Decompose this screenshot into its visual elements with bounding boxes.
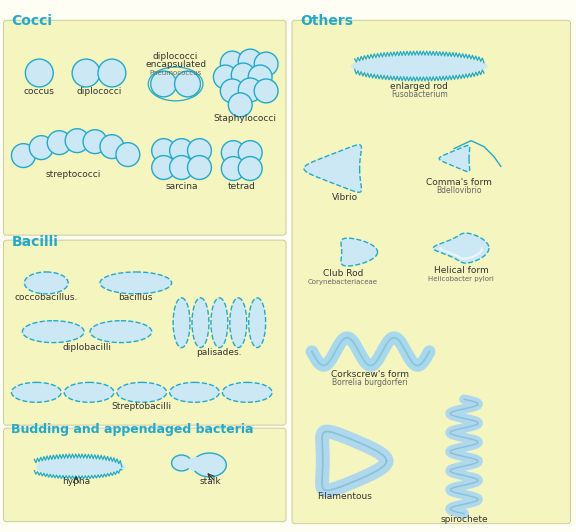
Circle shape	[221, 140, 245, 164]
FancyBboxPatch shape	[3, 428, 286, 522]
Ellipse shape	[12, 383, 61, 402]
Ellipse shape	[100, 272, 172, 294]
Circle shape	[188, 155, 211, 179]
Ellipse shape	[90, 321, 151, 343]
Text: Bdellovibrio: Bdellovibrio	[437, 186, 482, 195]
Text: Corynebacteriaceae: Corynebacteriaceae	[308, 279, 378, 285]
Circle shape	[151, 155, 176, 179]
Circle shape	[116, 143, 140, 167]
Text: Cocci: Cocci	[12, 14, 52, 28]
Ellipse shape	[24, 272, 68, 294]
Text: Corkscrew's form: Corkscrew's form	[331, 370, 408, 379]
Text: diplococci: diplococci	[153, 52, 198, 61]
Polygon shape	[304, 145, 361, 192]
Circle shape	[151, 139, 176, 163]
Text: tetrad: tetrad	[228, 182, 255, 192]
Text: Filamentous: Filamentous	[317, 492, 372, 501]
Circle shape	[188, 139, 211, 163]
Circle shape	[213, 65, 237, 89]
Polygon shape	[433, 233, 489, 263]
Text: palisades.: palisades.	[196, 347, 242, 356]
FancyBboxPatch shape	[292, 20, 570, 523]
Circle shape	[254, 79, 278, 103]
Circle shape	[151, 71, 177, 97]
Circle shape	[72, 59, 100, 87]
Text: Club Rod: Club Rod	[323, 269, 363, 278]
Text: sarcina: sarcina	[165, 182, 198, 192]
Ellipse shape	[172, 455, 191, 471]
Circle shape	[238, 140, 262, 164]
Circle shape	[12, 144, 35, 168]
Circle shape	[221, 156, 245, 180]
Circle shape	[100, 135, 124, 159]
Text: Comma's form: Comma's form	[426, 178, 492, 187]
FancyBboxPatch shape	[3, 20, 286, 235]
FancyBboxPatch shape	[3, 240, 286, 425]
Text: diplobacilli: diplobacilli	[63, 343, 112, 352]
Circle shape	[47, 131, 71, 155]
Ellipse shape	[22, 321, 84, 343]
Circle shape	[221, 79, 244, 103]
Ellipse shape	[64, 383, 114, 402]
Ellipse shape	[249, 298, 266, 347]
Circle shape	[83, 130, 107, 154]
Ellipse shape	[117, 383, 166, 402]
Text: encapsulated: encapsulated	[145, 60, 206, 69]
Text: Staphylococci: Staphylococci	[214, 114, 276, 123]
Text: Helical form: Helical form	[434, 266, 488, 275]
Text: stalk: stalk	[200, 477, 221, 486]
Ellipse shape	[169, 383, 219, 402]
Text: diplococci: diplococci	[76, 87, 122, 96]
Text: Borrelia burgdorferi: Borrelia burgdorferi	[332, 378, 407, 387]
Text: Helicobacter pylori: Helicobacter pylori	[428, 276, 494, 282]
Text: spirochete: spirochete	[440, 514, 488, 523]
Circle shape	[169, 139, 194, 163]
Text: enlarged rod: enlarged rod	[391, 82, 448, 91]
Circle shape	[29, 136, 53, 160]
Circle shape	[25, 59, 53, 87]
Polygon shape	[36, 458, 126, 476]
Text: Streptobacilli: Streptobacilli	[112, 402, 172, 411]
Ellipse shape	[192, 453, 226, 477]
Circle shape	[254, 52, 278, 76]
Circle shape	[238, 78, 262, 102]
Ellipse shape	[222, 383, 272, 402]
Text: Vibrio: Vibrio	[332, 193, 358, 202]
Text: coccobacillus.: coccobacillus.	[14, 293, 78, 302]
Text: Others: Others	[300, 14, 353, 28]
Circle shape	[238, 49, 262, 73]
Circle shape	[175, 71, 200, 97]
Polygon shape	[341, 238, 377, 266]
Text: Bacilli: Bacilli	[12, 235, 58, 249]
Circle shape	[248, 65, 272, 89]
Polygon shape	[439, 145, 469, 172]
Polygon shape	[352, 55, 487, 77]
Text: hypha: hypha	[62, 477, 90, 486]
Circle shape	[238, 156, 262, 180]
Circle shape	[169, 155, 194, 179]
Text: coccus: coccus	[24, 87, 55, 96]
Circle shape	[221, 51, 244, 75]
Circle shape	[98, 59, 126, 87]
Ellipse shape	[187, 457, 204, 471]
Ellipse shape	[173, 298, 190, 347]
Text: streptococci: streptococci	[46, 170, 101, 179]
Circle shape	[232, 63, 255, 87]
Ellipse shape	[211, 298, 228, 347]
Text: Budding and appendaged bacteria: Budding and appendaged bacteria	[12, 423, 254, 436]
Text: Pneumococcus: Pneumococcus	[149, 70, 202, 76]
Ellipse shape	[192, 298, 209, 347]
Circle shape	[228, 93, 252, 117]
Text: Fusobacterium: Fusobacterium	[391, 90, 448, 99]
Circle shape	[65, 129, 89, 153]
Ellipse shape	[230, 298, 247, 347]
Text: bacillus: bacillus	[119, 293, 153, 302]
